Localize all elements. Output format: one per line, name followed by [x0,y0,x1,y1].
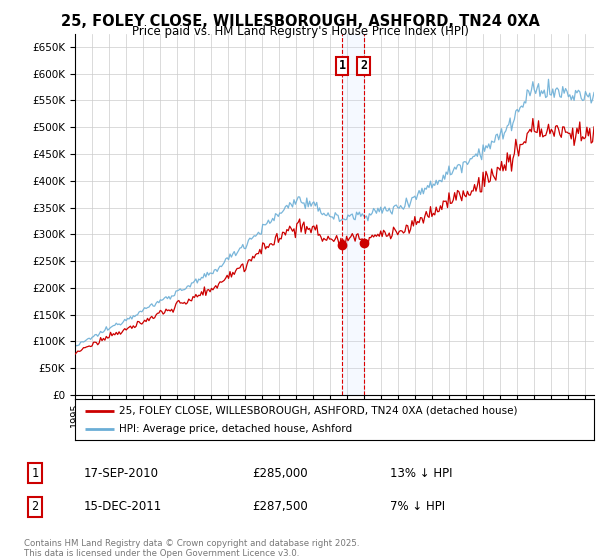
Text: 15-DEC-2011: 15-DEC-2011 [84,500,162,514]
Text: 1: 1 [339,59,346,72]
Text: 2: 2 [31,500,38,514]
Text: HPI: Average price, detached house, Ashford: HPI: Average price, detached house, Ashf… [119,424,352,434]
Text: 25, FOLEY CLOSE, WILLESBOROUGH, ASHFORD, TN24 0XA: 25, FOLEY CLOSE, WILLESBOROUGH, ASHFORD,… [61,14,539,29]
Text: 7% ↓ HPI: 7% ↓ HPI [390,500,445,514]
Text: 25, FOLEY CLOSE, WILLESBOROUGH, ASHFORD, TN24 0XA (detached house): 25, FOLEY CLOSE, WILLESBOROUGH, ASHFORD,… [119,405,518,416]
Bar [343,34,364,395]
Text: Price paid vs. HM Land Registry's House Price Index (HPI): Price paid vs. HM Land Registry's House … [131,25,469,38]
Text: £287,500: £287,500 [252,500,308,514]
Text: 13% ↓ HPI: 13% ↓ HPI [390,466,452,480]
Text: 2: 2 [360,59,367,72]
Text: Contains HM Land Registry data © Crown copyright and database right 2025.
This d: Contains HM Land Registry data © Crown c… [24,539,359,558]
Text: 1: 1 [31,466,38,480]
Text: £285,000: £285,000 [252,466,308,480]
Text: 17-SEP-2010: 17-SEP-2010 [84,466,159,480]
